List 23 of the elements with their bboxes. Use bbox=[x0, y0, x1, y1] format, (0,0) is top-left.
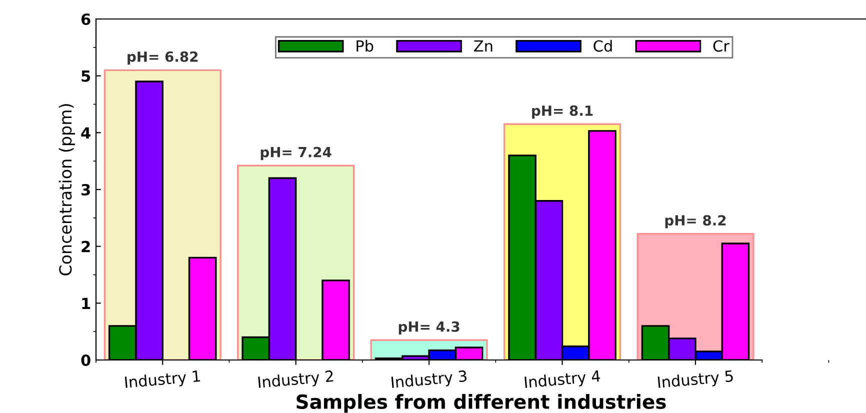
x-tick-label: Industry 1 bbox=[124, 370, 200, 392]
annotation: pH= 4.3 bbox=[398, 321, 460, 335]
y-axis-title: Concentration (ppm) bbox=[58, 104, 75, 276]
y-tick-label: 2 bbox=[82, 240, 90, 252]
annotation: pH= 6.82 bbox=[128, 51, 198, 65]
y-tick-label: 5 bbox=[82, 70, 90, 82]
y-tick-label: 3 bbox=[82, 184, 90, 196]
annotation: pH= 7.24 bbox=[260, 146, 332, 160]
x-tick-label: Industry 4 bbox=[524, 370, 601, 392]
y-tick-label: 6 bbox=[81, 13, 90, 26]
annotation: pH= 8.2 bbox=[665, 215, 726, 228]
legend-label: Cr bbox=[713, 40, 730, 52]
x-tick-label: Industry 3 bbox=[391, 370, 468, 392]
legend-label: Cd bbox=[594, 40, 612, 52]
x-tick-label: Industry 2 bbox=[258, 370, 334, 392]
x-tick-label: Industry 5 bbox=[658, 370, 734, 392]
annotation: pH= 8.1 bbox=[532, 105, 593, 119]
y-tick-label: 4 bbox=[81, 127, 90, 138]
y-tick-label: 0 bbox=[81, 354, 90, 366]
y-tick-label: 1 bbox=[82, 298, 90, 309]
legend-label: Pb bbox=[356, 40, 374, 52]
x-axis-title: Samples from different industries bbox=[296, 394, 666, 413]
legend-label: Zn bbox=[474, 40, 492, 52]
